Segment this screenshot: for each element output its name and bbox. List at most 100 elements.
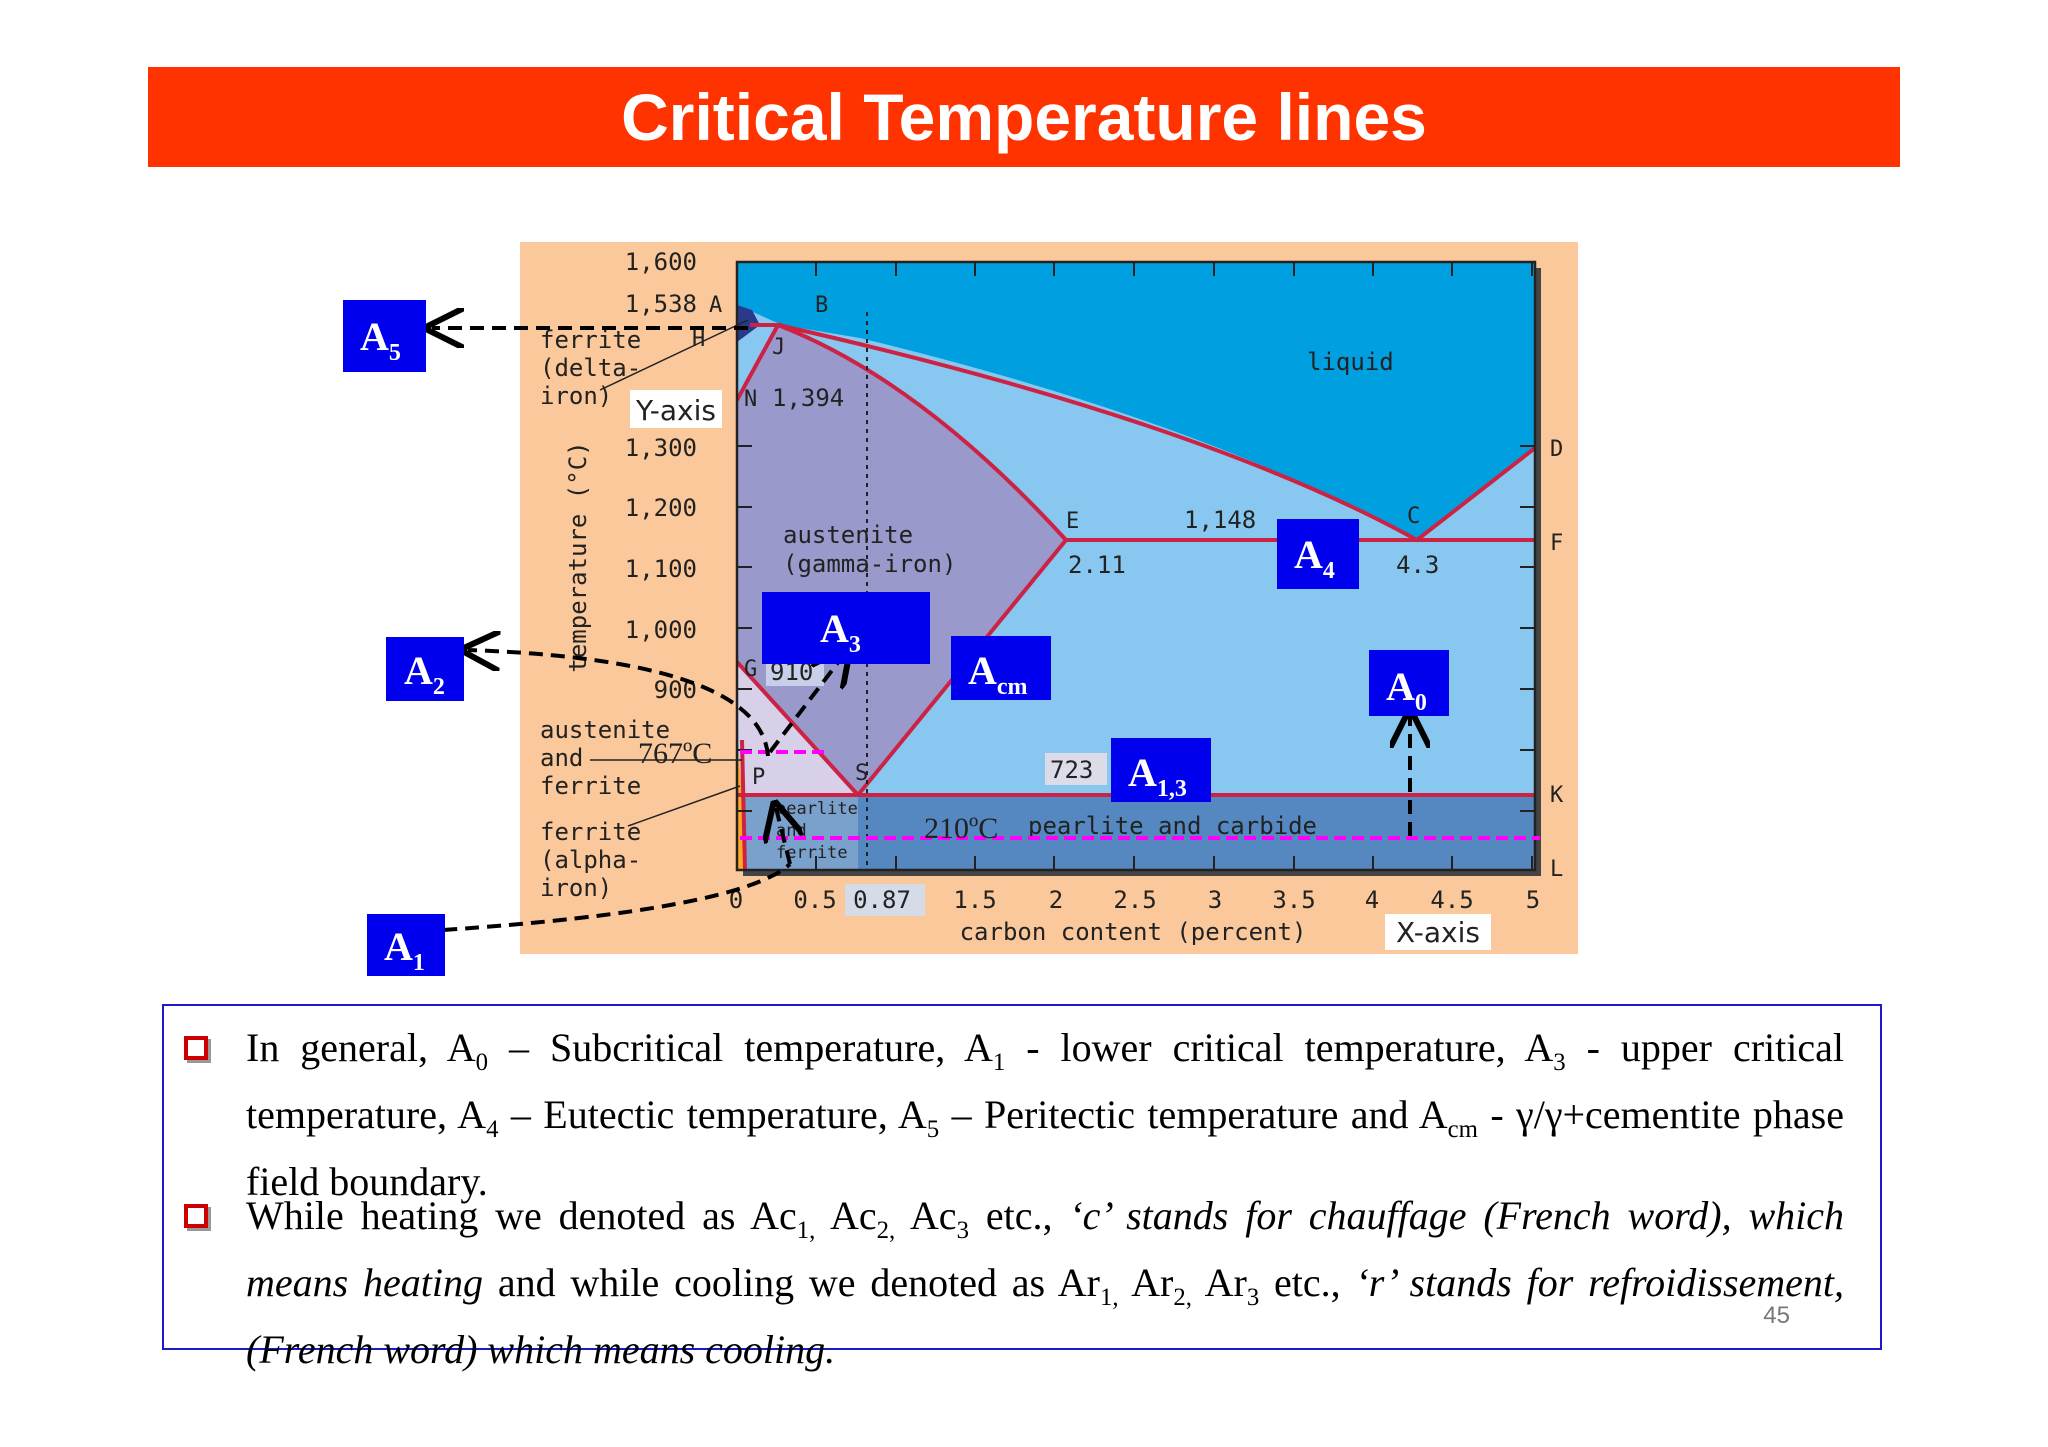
a13-label-box: [1111, 738, 1211, 802]
austenite-label-2: (gamma-iron): [783, 550, 956, 578]
liquidus-line: [777, 323, 1535, 543]
x-axis-tag: X-axis: [1396, 916, 1480, 949]
delta-ferrite-leader: [599, 319, 749, 391]
a5-label: A5: [360, 314, 401, 366]
y-axis-tag-box: [630, 390, 722, 428]
a3-label: A3: [820, 606, 861, 658]
a5-label-box: [343, 300, 426, 372]
point-b: B: [815, 293, 828, 318]
x-tick-4: 4: [1365, 886, 1379, 914]
y-axis-label: temperature (°C): [564, 441, 592, 672]
a2-label: A2: [404, 648, 445, 700]
page-number: 45: [1763, 1302, 1790, 1329]
point-d: D: [1550, 437, 1563, 462]
region-pearlite-carbide: [737, 795, 1535, 870]
x-tick-4-5: 4.5: [1430, 886, 1473, 914]
a13-label: A1,3: [1128, 750, 1187, 802]
alpha-ferrite-label-3: iron): [540, 874, 612, 902]
curie-temp-value: 767ºC: [638, 737, 712, 770]
a4-label: A4: [1294, 532, 1335, 584]
alpha-ferrite-leader: [627, 785, 741, 827]
n-temp-value: 1,394: [772, 384, 844, 412]
y-tick-1100: 1,100: [625, 555, 697, 583]
point-s: S: [855, 761, 868, 786]
note-2: While heating we denoted as Ac1, Ac2, Ac…: [184, 1190, 1844, 1376]
x-tick-5: 5: [1526, 886, 1540, 914]
point-e: E: [1066, 509, 1079, 534]
title-bar: Critical Temperature lines: [148, 67, 1900, 167]
x-axis-tag-box: [1385, 914, 1491, 950]
liquid-label: liquid: [1307, 348, 1394, 376]
a3-label-box: [762, 592, 930, 664]
pearlite-ferrite-label-3: ferrite: [776, 843, 848, 863]
point-h: H: [692, 327, 705, 352]
x-tick-2: 2: [1049, 886, 1063, 914]
austenite-ferrite-label-2: and: [540, 744, 583, 772]
eutectoid-temp-highlight: [1045, 753, 1107, 785]
y-tick-1538: 1,538: [625, 290, 697, 318]
y-axis-tag: Y-axis: [635, 394, 716, 427]
a1-arrow-tip: [776, 808, 790, 865]
y-tick-1600: 1,600: [625, 248, 697, 276]
solidus-line: [777, 323, 1068, 542]
x-tick-2-5: 2.5: [1113, 886, 1156, 914]
y-tick-1000: 1,000: [625, 616, 697, 644]
x-tick-3: 3: [1208, 886, 1222, 914]
region-liquid: [737, 262, 1535, 540]
y-tick-1300: 1,300: [625, 434, 697, 462]
x-tick-087-highlight: [845, 884, 925, 916]
point-f: F: [1550, 531, 1563, 556]
a4-line: [737, 324, 780, 401]
point-l: L: [1550, 857, 1563, 882]
point-j: J: [772, 335, 785, 360]
pearlite-ferrite-label-1: pearlite: [776, 799, 858, 819]
acm-label-box: [951, 636, 1051, 700]
x-tick-0-87: 0.87: [853, 886, 911, 914]
point-g: G: [744, 657, 757, 682]
a3-line: [737, 660, 860, 797]
delta-ferrite-label-2: (delta-: [540, 354, 641, 382]
a1-arrow: [442, 862, 792, 932]
e-temp-value: 1,148: [1184, 506, 1256, 534]
austenite-label-1: austenite: [783, 521, 913, 549]
a0-label-box: [1369, 650, 1449, 716]
a2-arrow: [468, 650, 770, 757]
a0-label: A0: [1386, 664, 1427, 716]
slide-title: Critical Temperature lines: [621, 80, 1427, 154]
austenite-ferrite-label-3: ferrite: [540, 772, 641, 800]
x-tick-0-5: 0.5: [793, 886, 836, 914]
alpha-ferrite-label-1: ferrite: [540, 818, 641, 846]
x-tick-3-5: 3.5: [1272, 886, 1315, 914]
bullet-marker-icon: [184, 1036, 208, 1060]
alpha-ferrite-label-2: (alpha-: [540, 846, 641, 874]
austenite-ferrite-label-1: austenite: [540, 716, 670, 744]
ferrite-boundary: [740, 739, 747, 870]
note-1-text: In general, A0 – Subcritical temperature…: [246, 1025, 1844, 1204]
region-delta-ferrite: [737, 305, 760, 342]
x-axis-label: carbon content (percent): [960, 918, 1307, 946]
c-carbon-value: 4.3: [1396, 551, 1439, 579]
point-c: C: [1407, 504, 1420, 529]
pearlite-carbide-label: pearlite and carbide: [1028, 812, 1317, 840]
point-n: N: [744, 387, 757, 412]
point-a: A: [709, 293, 722, 318]
notes-box: In general, A0 – Subcritical temperature…: [162, 1004, 1882, 1372]
a0-temp-value: 210ºC: [924, 812, 998, 845]
point-k: K: [1550, 783, 1564, 808]
a4-label-box: [1277, 519, 1359, 589]
bullet-marker-icon: [184, 1204, 208, 1228]
a2-label-box: [386, 637, 464, 701]
eutectoid-temp-value: 723: [1050, 756, 1093, 784]
point-p: P: [752, 765, 765, 790]
x-tick-0: 0: [729, 886, 743, 914]
delta-ferrite-label-3: iron): [540, 382, 612, 410]
e-carbon-value: 2.11: [1068, 551, 1126, 579]
acm-label: Acm: [968, 648, 1028, 700]
a1-label-box: [367, 914, 445, 976]
a1-label: A1: [384, 924, 425, 976]
note-1: In general, A0 – Subcritical temperature…: [184, 1022, 1844, 1208]
y-tick-1200: 1,200: [625, 494, 697, 522]
delta-ferrite-label-1: ferrite: [540, 326, 641, 354]
x-tick-1-5: 1.5: [953, 886, 996, 914]
